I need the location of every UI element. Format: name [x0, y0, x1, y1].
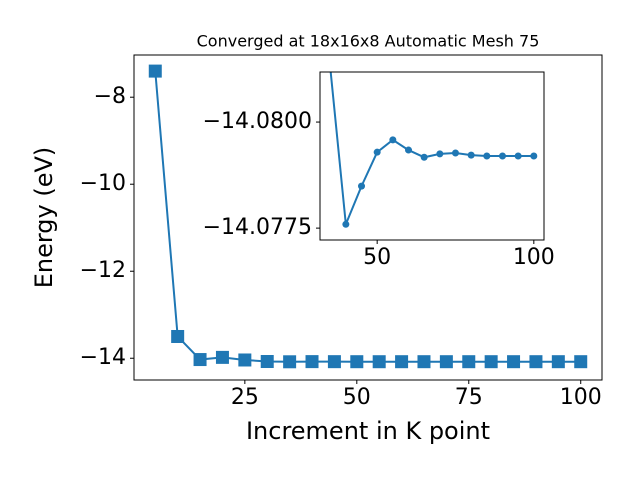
marker: [551, 355, 565, 369]
x-tick-label: 25: [231, 385, 259, 410]
marker: [215, 350, 229, 364]
y-tick-label: −14.0800: [203, 109, 312, 134]
marker: [260, 355, 274, 369]
x-tick-label: 75: [455, 385, 483, 410]
marker: [436, 150, 444, 158]
axes-frame: [319, 71, 545, 241]
y-tick-label: −14.0775: [203, 215, 312, 240]
x-tick-label: 100: [560, 385, 602, 410]
plot-group: [329, 72, 538, 228]
marker: [417, 355, 431, 369]
y-tick-label: −10: [80, 171, 126, 196]
marker: [462, 355, 476, 369]
marker: [305, 355, 319, 369]
y-axis-label: Energy (eV): [30, 147, 58, 289]
marker: [148, 64, 162, 78]
x-tick-label: 100: [513, 245, 555, 270]
marker: [283, 355, 297, 369]
marker: [171, 329, 185, 343]
marker: [439, 355, 453, 369]
marker: [420, 153, 428, 161]
marker: [530, 152, 538, 160]
y-tick-label: −8: [94, 84, 126, 109]
marker: [193, 353, 207, 367]
marker: [350, 355, 364, 369]
x-axis-label: Increment in K point: [246, 417, 490, 445]
x-tick-label: 50: [343, 385, 371, 410]
marker: [405, 146, 413, 154]
marker: [395, 355, 409, 369]
y-tick-label: −12: [80, 258, 126, 283]
marker: [574, 355, 588, 369]
marker: [342, 220, 350, 228]
marker: [484, 355, 498, 369]
marker: [467, 151, 475, 159]
plot-group: [148, 64, 588, 369]
marker: [372, 355, 386, 369]
marker: [327, 355, 341, 369]
marker: [358, 182, 366, 190]
x-tick-label: 50: [363, 245, 391, 270]
marker: [507, 355, 521, 369]
marker: [451, 149, 459, 157]
y-tick-label: −14: [80, 345, 126, 370]
marker: [483, 152, 491, 160]
axes-frame: [133, 54, 603, 381]
marker: [514, 152, 522, 160]
marker: [238, 353, 252, 367]
marker: [498, 152, 506, 160]
marker: [529, 355, 543, 369]
marker: [389, 136, 397, 144]
marker: [373, 148, 381, 156]
chart-title: Converged at 18x16x8 Automatic Mesh 75: [197, 32, 540, 51]
